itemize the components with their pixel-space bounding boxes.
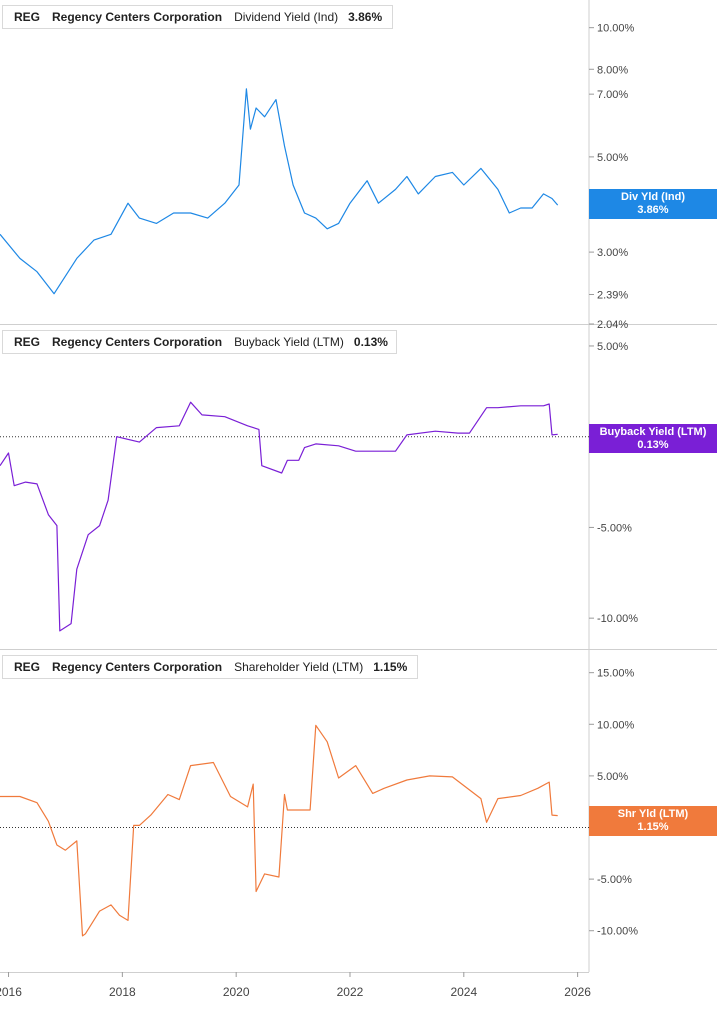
y-tick-label: 8.00% xyxy=(597,64,628,76)
series-line xyxy=(0,724,558,937)
series-line xyxy=(0,88,559,295)
y-tick-label: 5.00% xyxy=(597,341,628,353)
legend-dividend-yield: REG Regency Centers Corporation Dividend… xyxy=(2,5,393,29)
legend-value: 3.86% xyxy=(348,10,383,24)
tag-value: 1.15% xyxy=(637,821,669,833)
y-tick-label: -5.00% xyxy=(597,874,632,886)
legend-ticker: REG xyxy=(14,335,41,349)
y-tick-label: -10.00% xyxy=(597,926,638,938)
legend-metric: Shareholder Yield (LTM) xyxy=(234,660,364,674)
y-tick-label: 5.00% xyxy=(597,152,628,164)
tag-label: Buyback Yield (LTM) xyxy=(599,426,707,438)
legend-company: Regency Centers Corporation xyxy=(52,10,223,24)
y-tick-label: -10.00% xyxy=(597,613,638,625)
y-tick-label: -5.00% xyxy=(597,522,632,534)
y-tick-label: 7.00% xyxy=(597,89,628,101)
series-line xyxy=(0,401,558,632)
tag-label: Div Yld (Ind) xyxy=(621,191,685,203)
x-tick-label: 2026 xyxy=(564,985,591,999)
y-tick-label: 15.00% xyxy=(597,668,635,680)
y-tick-label: 2.39% xyxy=(597,289,628,301)
y-tick-label: 10.00% xyxy=(597,23,635,35)
x-tick-label: 2016 xyxy=(0,985,22,999)
legend-company: Regency Centers Corporation xyxy=(52,335,223,349)
legend-ticker: REG xyxy=(14,660,41,674)
y-tick-label: 3.00% xyxy=(597,247,628,259)
dividend-yield-tag: Div Yld (Ind) 3.86% xyxy=(589,189,717,219)
legend-ticker: REG xyxy=(14,10,41,24)
tag-label: Shr Yld (LTM) xyxy=(617,808,689,820)
legend-value: 1.15% xyxy=(373,660,408,674)
legend-metric: Buyback Yield (LTM) xyxy=(234,335,344,349)
tag-value: 0.13% xyxy=(637,439,669,451)
legend-company: Regency Centers Corporation xyxy=(52,660,223,674)
legend-metric: Dividend Yield (Ind) xyxy=(234,10,339,24)
legend-buyback-yield: REG Regency Centers Corporation Buyback … xyxy=(2,330,397,354)
x-tick-label: 2018 xyxy=(109,985,136,999)
x-tick-label: 2024 xyxy=(450,985,477,999)
y-tick-label: 2.04% xyxy=(597,319,628,331)
y-tick-label: 10.00% xyxy=(597,719,635,731)
x-tick-label: 2022 xyxy=(337,985,364,999)
shareholder-yield-tag: Shr Yld (LTM) 1.15% xyxy=(589,806,717,836)
legend-shareholder-yield: REG Regency Centers Corporation Sharehol… xyxy=(2,655,418,679)
tag-value: 3.86% xyxy=(637,204,669,216)
legend-value: 0.13% xyxy=(353,335,388,349)
y-tick-label: 5.00% xyxy=(597,771,628,783)
x-tick-label: 2020 xyxy=(223,985,250,999)
buyback-yield-tag: Buyback Yield (LTM) 0.13% xyxy=(589,424,717,453)
